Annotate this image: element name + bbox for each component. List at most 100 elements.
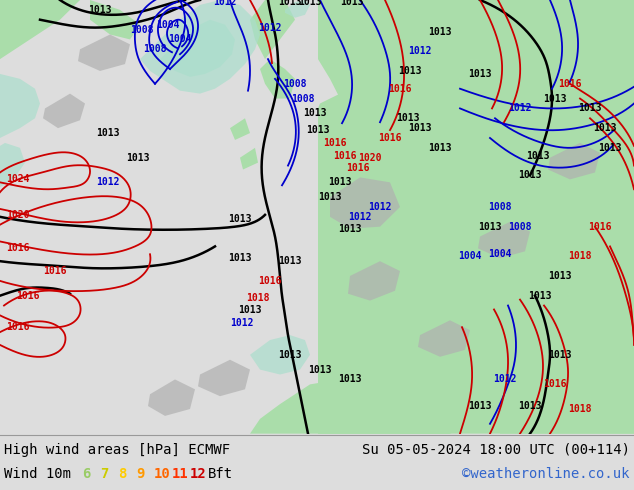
Polygon shape [348, 261, 400, 300]
Text: 1013: 1013 [526, 151, 550, 161]
Polygon shape [390, 374, 480, 434]
Polygon shape [418, 320, 470, 357]
Text: 1016: 1016 [588, 221, 612, 232]
Text: Wind 10m: Wind 10m [4, 467, 71, 481]
Polygon shape [140, 0, 260, 94]
Polygon shape [500, 306, 634, 434]
Text: 1016: 1016 [559, 79, 582, 89]
Text: 1013: 1013 [88, 5, 112, 15]
Text: 1013: 1013 [548, 350, 572, 360]
Text: ©weatheronline.co.uk: ©weatheronline.co.uk [462, 467, 630, 481]
Text: 1013: 1013 [278, 0, 302, 7]
Text: 1016: 1016 [388, 84, 411, 94]
Text: 1013: 1013 [303, 108, 327, 119]
Text: 1013: 1013 [228, 253, 252, 263]
Text: 1013: 1013 [228, 214, 252, 224]
Polygon shape [285, 0, 310, 18]
Text: 1013: 1013 [126, 153, 150, 163]
Text: 1013: 1013 [306, 125, 330, 135]
Text: 1016: 1016 [16, 291, 40, 301]
Polygon shape [0, 0, 80, 59]
Text: 1016: 1016 [258, 276, 281, 286]
Text: 1016: 1016 [6, 244, 30, 253]
Polygon shape [478, 222, 530, 258]
Text: 1013: 1013 [339, 223, 362, 234]
Polygon shape [390, 0, 500, 84]
Polygon shape [198, 360, 250, 396]
Text: 1020: 1020 [6, 210, 30, 220]
Text: 1008: 1008 [130, 24, 154, 35]
Text: 1013: 1013 [428, 143, 452, 153]
Text: 1013: 1013 [469, 69, 492, 79]
Text: 1013: 1013 [548, 271, 572, 281]
Polygon shape [78, 34, 130, 71]
Text: High wind areas [hPa] ECMWF: High wind areas [hPa] ECMWF [4, 443, 230, 457]
Text: 9: 9 [136, 467, 145, 481]
Text: 1012: 1012 [213, 0, 236, 7]
Text: 1013: 1013 [543, 94, 567, 103]
Polygon shape [148, 379, 195, 416]
Text: 1012: 1012 [408, 46, 432, 56]
Polygon shape [318, 0, 634, 434]
Text: 12: 12 [190, 467, 207, 481]
Polygon shape [43, 94, 85, 128]
Text: 1012: 1012 [96, 177, 120, 187]
Text: 1013: 1013 [340, 0, 364, 7]
Text: Bft: Bft [208, 467, 233, 481]
Text: 1013: 1013 [238, 305, 262, 316]
Text: 1013: 1013 [578, 103, 602, 113]
Text: 1016: 1016 [333, 151, 357, 161]
Text: 10: 10 [154, 467, 171, 481]
Text: 1016: 1016 [323, 138, 347, 148]
Text: 1012: 1012 [368, 202, 392, 212]
Polygon shape [250, 0, 295, 59]
Text: 1004: 1004 [156, 20, 180, 29]
Polygon shape [240, 148, 258, 170]
Text: 1013: 1013 [298, 0, 321, 7]
Polygon shape [0, 143, 25, 187]
Text: 1013: 1013 [308, 365, 332, 374]
Text: 1012: 1012 [493, 374, 517, 385]
Text: 1012: 1012 [508, 103, 532, 113]
Text: 1013: 1013 [478, 221, 501, 232]
Text: 1013: 1013 [318, 192, 342, 202]
Text: 1012: 1012 [230, 318, 254, 328]
Polygon shape [0, 74, 40, 138]
Text: 11: 11 [172, 467, 189, 481]
Text: 1013: 1013 [278, 256, 302, 266]
Text: 1012: 1012 [348, 212, 372, 222]
Polygon shape [548, 143, 600, 179]
Text: 1013: 1013 [408, 123, 432, 133]
Text: 1018: 1018 [568, 251, 592, 261]
Text: 1013: 1013 [593, 123, 617, 133]
Polygon shape [318, 79, 634, 434]
Text: 1016: 1016 [543, 379, 567, 390]
Text: 8: 8 [118, 467, 126, 481]
Text: 1016: 1016 [346, 163, 370, 172]
Text: 1016: 1016 [43, 266, 67, 276]
Text: 1013: 1013 [518, 171, 541, 180]
Text: 7: 7 [100, 467, 108, 481]
Text: 1016: 1016 [378, 133, 402, 143]
Text: 1008: 1008 [291, 94, 314, 103]
Text: 1013: 1013 [339, 374, 362, 385]
Text: 1012: 1012 [258, 23, 281, 33]
Text: 1013: 1013 [428, 26, 452, 37]
Polygon shape [230, 118, 250, 140]
Text: 1013: 1013 [469, 401, 492, 411]
Text: 1024: 1024 [6, 174, 30, 184]
Text: 1013: 1013 [518, 401, 541, 411]
Text: 1020: 1020 [358, 153, 382, 163]
Polygon shape [250, 335, 310, 374]
Text: 1013: 1013 [96, 128, 120, 138]
Polygon shape [330, 177, 400, 229]
Polygon shape [90, 0, 140, 39]
Text: 1008: 1008 [488, 202, 512, 212]
Text: 1013: 1013 [528, 291, 552, 301]
Text: 1008: 1008 [143, 44, 167, 54]
Text: 1013: 1013 [396, 113, 420, 123]
Polygon shape [260, 59, 295, 98]
Text: 1004: 1004 [168, 34, 191, 45]
Text: 1018: 1018 [568, 404, 592, 414]
Polygon shape [160, 20, 235, 77]
